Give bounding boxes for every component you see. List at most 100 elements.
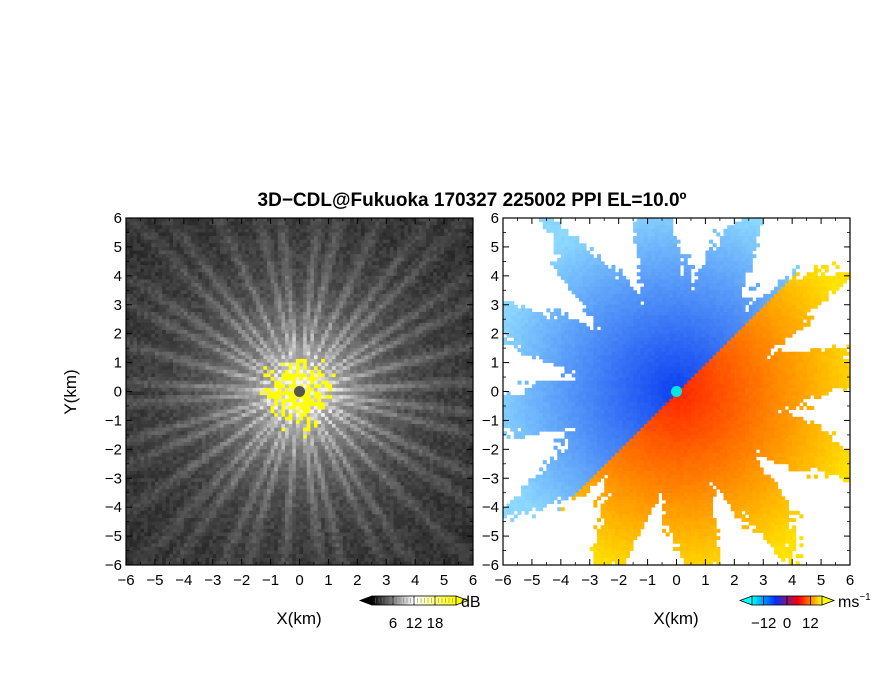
reflectivity-cell [133, 293, 138, 298]
reflectivity-cell [310, 395, 315, 400]
reflectivity-cell [411, 243, 416, 248]
reflectivity-cell [277, 304, 282, 309]
reflectivity-cell [328, 236, 333, 241]
reflectivity-cell [332, 225, 337, 230]
reflectivity-cell [140, 297, 145, 302]
reflectivity-cell [212, 308, 217, 313]
reflectivity-cell [454, 283, 459, 288]
reflectivity-cell [469, 297, 473, 302]
reflectivity-cell [440, 304, 445, 309]
reflectivity-cell [263, 351, 268, 356]
reflectivity-cell [429, 366, 434, 371]
reflectivity-cell [212, 290, 217, 295]
reflectivity-cell [458, 311, 463, 316]
reflectivity-cell [353, 239, 358, 244]
reflectivity-cell [162, 243, 167, 248]
reflectivity-cell [140, 395, 145, 400]
reflectivity-cell [205, 322, 210, 327]
reflectivity-cell [407, 340, 412, 345]
reflectivity-cell [397, 391, 402, 396]
reflectivity-cell [400, 333, 405, 338]
reflectivity-cell [433, 301, 438, 306]
reflectivity-cell [422, 351, 427, 356]
reflectivity-cell [332, 221, 337, 226]
reflectivity-cell [209, 373, 214, 378]
reflectivity-cell [274, 268, 279, 273]
reflectivity-cell [274, 377, 279, 382]
reflectivity-cell [426, 275, 431, 280]
reflectivity-cell [317, 330, 322, 335]
reflectivity-cell [469, 395, 473, 400]
reflectivity-cell [346, 279, 351, 284]
reflectivity-cell [194, 297, 199, 302]
reflectivity-cell [162, 239, 167, 244]
reflectivity-cell [332, 283, 337, 288]
reflectivity-cell [219, 384, 224, 389]
reflectivity-cell [238, 232, 243, 237]
reflectivity-cell [447, 344, 452, 349]
reflectivity-cell [194, 362, 199, 367]
reflectivity-cell [223, 395, 228, 400]
reflectivity-cell [317, 257, 322, 262]
reflectivity-cell [303, 275, 308, 280]
reflectivity-cell [306, 344, 311, 349]
reflectivity-cell [209, 387, 214, 392]
reflectivity-cell [306, 395, 311, 400]
reflectivity-cell [194, 250, 199, 255]
reflectivity-cell [462, 236, 467, 241]
reflectivity-cell [259, 225, 264, 230]
reflectivity-cell [295, 239, 300, 244]
reflectivity-cell [454, 257, 459, 262]
reflectivity-cell [418, 279, 423, 284]
reflectivity-cell [386, 337, 391, 342]
reflectivity-cell [259, 264, 264, 269]
reflectivity-cell [458, 232, 463, 237]
reflectivity-cell [209, 308, 214, 313]
reflectivity-cell [133, 402, 138, 407]
reflectivity-cell [469, 232, 473, 237]
reflectivity-cell [313, 337, 318, 342]
reflectivity-cell [321, 279, 326, 284]
reflectivity-cell [350, 286, 355, 291]
reflectivity-cell [324, 391, 329, 396]
reflectivity-cell [234, 250, 239, 255]
reflectivity-cell [154, 384, 159, 389]
reflectivity-cell [433, 239, 438, 244]
reflectivity-cell [266, 387, 271, 392]
reflectivity-cell [469, 225, 473, 230]
reflectivity-cell [194, 308, 199, 313]
reflectivity-cell [335, 290, 340, 295]
reflectivity-cell [147, 264, 152, 269]
reflectivity-cell [303, 402, 308, 407]
reflectivity-cell [404, 377, 409, 382]
reflectivity-cell [241, 268, 246, 273]
reflectivity-cell [350, 283, 355, 288]
reflectivity-cell [444, 293, 449, 298]
reflectivity-cell [281, 395, 286, 400]
reflectivity-cell [462, 304, 467, 309]
reflectivity-cell [295, 301, 300, 306]
reflectivity-cell [397, 246, 402, 251]
reflectivity-cell [227, 301, 232, 306]
reflectivity-cell [169, 351, 174, 356]
reflectivity-cell [465, 387, 470, 392]
reflectivity-cell [162, 236, 167, 241]
reflectivity-cell [154, 250, 159, 255]
reflectivity-cell [436, 304, 441, 309]
reflectivity-cell [386, 290, 391, 295]
reflectivity-cell [277, 387, 282, 392]
reflectivity-cell [321, 402, 326, 407]
reflectivity-cell [154, 228, 159, 233]
reflectivity-cell [332, 377, 337, 382]
reflectivity-cell [288, 395, 293, 400]
reflectivity-cell [176, 358, 181, 363]
reflectivity-cell [281, 236, 286, 241]
reflectivity-cell [172, 398, 177, 403]
reflectivity-cell [191, 272, 196, 277]
reflectivity-cell [238, 243, 243, 248]
reflectivity-cell [386, 351, 391, 356]
reflectivity-cell [295, 275, 300, 280]
reflectivity-cell [281, 326, 286, 331]
reflectivity-cell [248, 275, 253, 280]
reflectivity-cell [415, 304, 420, 309]
